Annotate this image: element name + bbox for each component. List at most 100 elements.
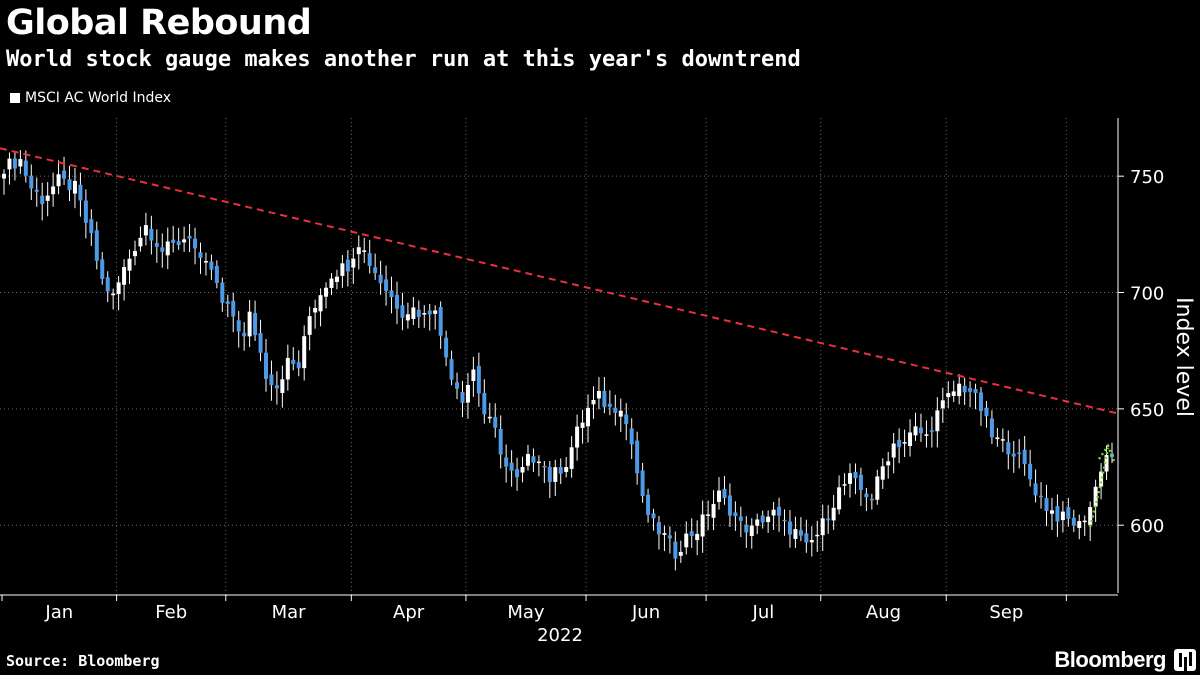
candle-up <box>755 519 760 526</box>
candle-down <box>760 515 765 523</box>
candle-down <box>733 512 738 517</box>
chart-title: Global Rebound <box>6 3 312 43</box>
trend-line <box>0 147 1119 415</box>
candle-down <box>482 393 487 415</box>
candle-up <box>203 261 208 263</box>
legend: MSCI AC World Index <box>10 90 171 106</box>
candle-up <box>678 551 683 556</box>
candle-up <box>940 400 945 409</box>
candle-down <box>444 337 449 358</box>
candle-down <box>220 282 225 303</box>
x-tick-label: Sep <box>989 602 1023 623</box>
candle-up <box>422 313 427 315</box>
y-tick-label: 700 <box>1130 284 1164 305</box>
candle-down <box>968 388 973 392</box>
candle-up <box>700 514 705 537</box>
candle-down <box>826 518 831 521</box>
candle-down <box>1055 506 1060 522</box>
candle-down <box>727 495 732 516</box>
candle-up <box>132 251 137 257</box>
x-tick-label: Jan <box>44 602 73 623</box>
candle-up <box>536 461 541 464</box>
candle-down <box>804 533 809 543</box>
candle-up <box>1104 455 1109 472</box>
candle-up <box>324 287 329 297</box>
candle-down <box>384 279 389 291</box>
candle-down <box>171 239 176 243</box>
candle-down <box>1028 463 1033 480</box>
candle-up <box>880 466 885 480</box>
candle-down <box>493 417 498 428</box>
candle-up <box>935 410 940 432</box>
candle-down <box>149 228 154 241</box>
candle-down <box>624 414 629 424</box>
candle-up <box>913 426 918 436</box>
candle-down <box>427 310 432 315</box>
candle-down <box>542 465 547 468</box>
candle-up <box>471 369 476 382</box>
chart-subtitle: World stock gauge makes another run at t… <box>6 47 801 72</box>
candle-down <box>547 466 552 482</box>
candle-up <box>318 295 323 312</box>
candle-down <box>193 238 198 249</box>
candle-up <box>329 278 334 288</box>
candle-down <box>62 170 67 179</box>
candle-down <box>367 253 372 266</box>
candle-down <box>613 407 618 413</box>
candle-down <box>782 519 787 522</box>
candle-up <box>72 180 77 194</box>
candle-down <box>100 259 105 279</box>
candle-up <box>247 311 252 337</box>
candle-down <box>744 524 749 533</box>
candle-up <box>596 391 601 399</box>
candle-down <box>29 175 34 189</box>
candle-down <box>787 521 792 535</box>
candle-up <box>1082 520 1087 523</box>
candle-down <box>449 359 454 380</box>
candle-up <box>580 422 585 428</box>
candle-down <box>722 488 727 499</box>
candle-up <box>957 383 962 397</box>
candle-down <box>89 219 94 234</box>
x-tick-label: Apr <box>393 602 425 623</box>
candle-down <box>558 467 563 474</box>
candle-down <box>209 261 214 270</box>
candle-down <box>962 385 967 393</box>
candle-down <box>984 407 989 417</box>
source-note: Source: Bloomberg <box>6 652 160 670</box>
candle-up <box>820 518 825 536</box>
candle-down <box>263 352 268 379</box>
candle-down <box>864 493 869 498</box>
candle-up <box>553 467 558 482</box>
candle-down <box>897 439 902 448</box>
candle-down <box>455 382 460 389</box>
candle-down <box>291 359 296 364</box>
candle-down <box>1033 483 1038 496</box>
candle-up <box>848 473 853 484</box>
candle-down <box>269 374 274 386</box>
candle-down <box>1039 495 1044 498</box>
x-tick-label: Mar <box>272 602 307 623</box>
candle-up <box>706 514 711 516</box>
candle-down <box>389 290 394 298</box>
candle-up <box>809 540 814 543</box>
x-tick-label: Jul <box>752 602 775 623</box>
candle-down <box>1066 507 1071 519</box>
candle-down <box>83 200 88 223</box>
candle-down <box>12 158 17 169</box>
candle-up <box>891 443 896 458</box>
candle-down <box>416 309 421 318</box>
candle-down <box>160 247 165 252</box>
candle-down <box>105 277 110 292</box>
candle-down <box>23 160 28 176</box>
candle-down <box>1011 453 1016 457</box>
candle-up <box>340 263 345 276</box>
candle-down <box>989 418 994 438</box>
rebound-arrow-head <box>1097 443 1116 462</box>
candle-up <box>842 484 847 486</box>
candle-up <box>487 416 492 419</box>
candle-up <box>280 379 285 393</box>
candle-up <box>749 525 754 536</box>
candle-up <box>165 241 170 256</box>
x-tick-label: May <box>507 602 545 623</box>
